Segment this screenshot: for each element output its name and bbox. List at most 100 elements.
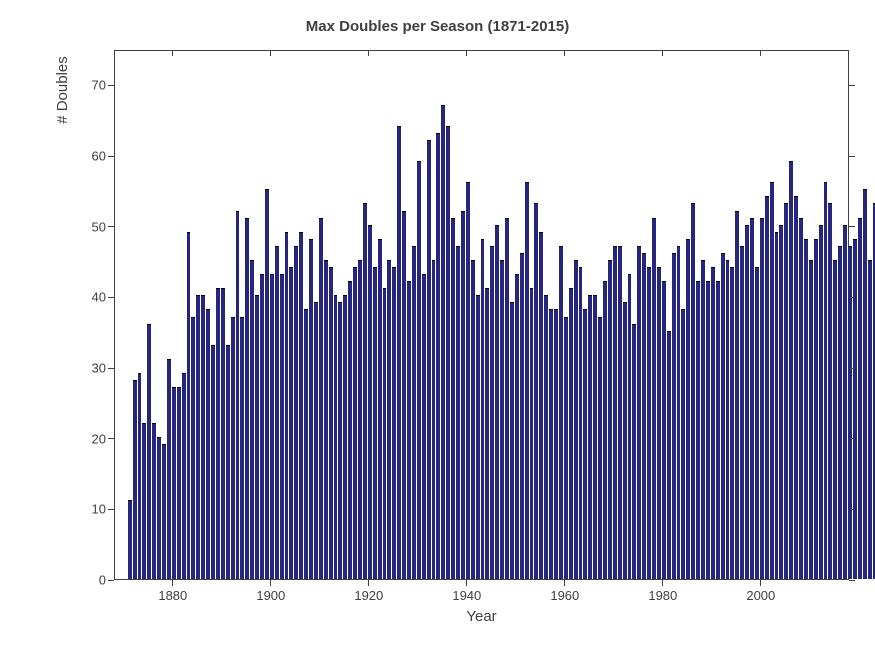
bar (270, 274, 274, 579)
bar (481, 239, 485, 579)
bar (726, 260, 730, 579)
plot-area (114, 50, 849, 580)
y-tick-label: 40 (84, 290, 106, 305)
y-tick (108, 368, 114, 369)
bar (157, 437, 161, 579)
bar (598, 317, 602, 579)
y-tick-label: 10 (84, 502, 106, 517)
bar (868, 260, 872, 579)
x-tick (270, 580, 271, 586)
bar (412, 246, 416, 579)
bar (515, 274, 519, 579)
bar (544, 295, 548, 579)
bar (667, 331, 671, 579)
bar (564, 317, 568, 579)
x-tick (172, 50, 173, 56)
x-tick (564, 50, 565, 56)
y-tick (108, 156, 114, 157)
bar (677, 246, 681, 579)
y-tick (108, 226, 114, 227)
bar (240, 317, 244, 579)
bar (338, 302, 342, 579)
y-tick (849, 297, 855, 298)
bar (436, 133, 440, 579)
bar (799, 218, 803, 579)
bar (809, 260, 813, 579)
bar (206, 309, 210, 579)
bar (814, 239, 818, 579)
bar (637, 246, 641, 579)
bar (260, 274, 264, 579)
bar (490, 246, 494, 579)
bar (740, 246, 744, 579)
bar (275, 246, 279, 579)
bar (363, 203, 367, 579)
bar (245, 218, 249, 579)
bar (309, 239, 313, 579)
y-tick (108, 297, 114, 298)
bar (422, 274, 426, 579)
bar (314, 302, 318, 579)
x-tick (662, 50, 663, 56)
bar (642, 253, 646, 579)
bar (177, 387, 181, 579)
y-tick (849, 226, 855, 227)
bar (324, 260, 328, 579)
bar (853, 239, 857, 579)
y-tick-label: 50 (84, 219, 106, 234)
bar (569, 288, 573, 579)
bar (505, 218, 509, 579)
bar (789, 161, 793, 579)
y-tick-label: 20 (84, 431, 106, 446)
bar (608, 260, 612, 579)
bar (530, 288, 534, 579)
chart-container: Max Doubles per Season (1871-2015) Year … (0, 0, 875, 656)
bar (255, 295, 259, 579)
bar (152, 423, 156, 579)
bar (196, 295, 200, 579)
bar (583, 309, 587, 579)
bar (838, 246, 842, 579)
bar (750, 218, 754, 579)
bar (211, 345, 215, 579)
bar (383, 288, 387, 579)
x-tick-label: 1960 (550, 588, 579, 603)
bar (662, 281, 666, 579)
bar (304, 309, 308, 579)
bar (623, 302, 627, 579)
bar (691, 203, 695, 579)
y-tick (849, 368, 855, 369)
x-tick (662, 580, 663, 586)
y-tick-label: 60 (84, 149, 106, 164)
bar (765, 196, 769, 579)
y-tick (108, 438, 114, 439)
x-tick-label: 1900 (256, 588, 285, 603)
bar (133, 380, 137, 579)
bar (373, 267, 377, 579)
bar (696, 281, 700, 579)
bar (392, 267, 396, 579)
y-tick (108, 85, 114, 86)
bar (858, 218, 862, 579)
x-tick (270, 50, 271, 56)
bar (549, 309, 553, 579)
bar (128, 500, 132, 579)
y-tick (849, 156, 855, 157)
bar (407, 281, 411, 579)
bar (686, 239, 690, 579)
bar (711, 267, 715, 579)
x-tick-label: 1880 (158, 588, 187, 603)
bar (525, 182, 529, 579)
bar (162, 444, 166, 579)
bar (182, 373, 186, 579)
bar (265, 189, 269, 579)
bar (819, 225, 823, 579)
bar (579, 267, 583, 579)
bar (476, 295, 480, 579)
bar (828, 203, 832, 579)
bar (432, 260, 436, 579)
bar (348, 281, 352, 579)
y-tick (108, 509, 114, 510)
bar (147, 324, 151, 579)
bar (559, 246, 563, 579)
